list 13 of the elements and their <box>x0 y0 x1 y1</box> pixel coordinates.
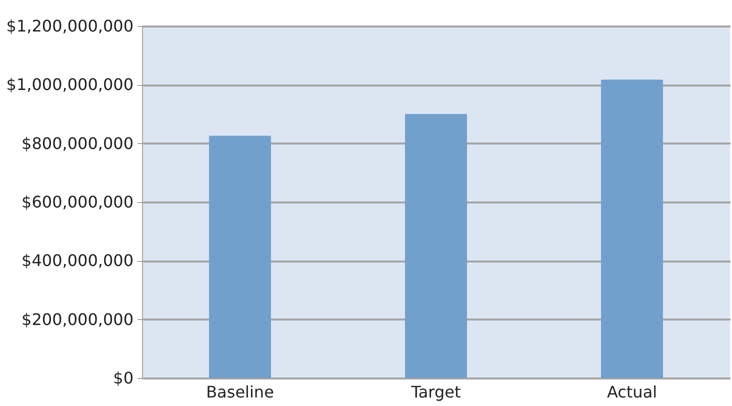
y-tick-label: $600,000,000 <box>22 192 134 212</box>
x-tick-label: Target <box>410 382 461 402</box>
bar <box>405 114 467 378</box>
y-tick-label: $0 <box>113 368 134 388</box>
bar <box>209 136 271 378</box>
y-tick-label: $1,200,000,000 <box>6 16 134 36</box>
y-tick-label: $800,000,000 <box>22 134 134 153</box>
x-tick-label: Baseline <box>206 382 274 402</box>
y-tick-label: $200,000,000 <box>22 310 134 329</box>
y-tick-label: $1,000,000,000 <box>6 75 134 94</box>
y-tick-label: $400,000,000 <box>22 251 134 270</box>
x-tick-label: Actual <box>606 382 658 402</box>
bar <box>601 80 663 378</box>
